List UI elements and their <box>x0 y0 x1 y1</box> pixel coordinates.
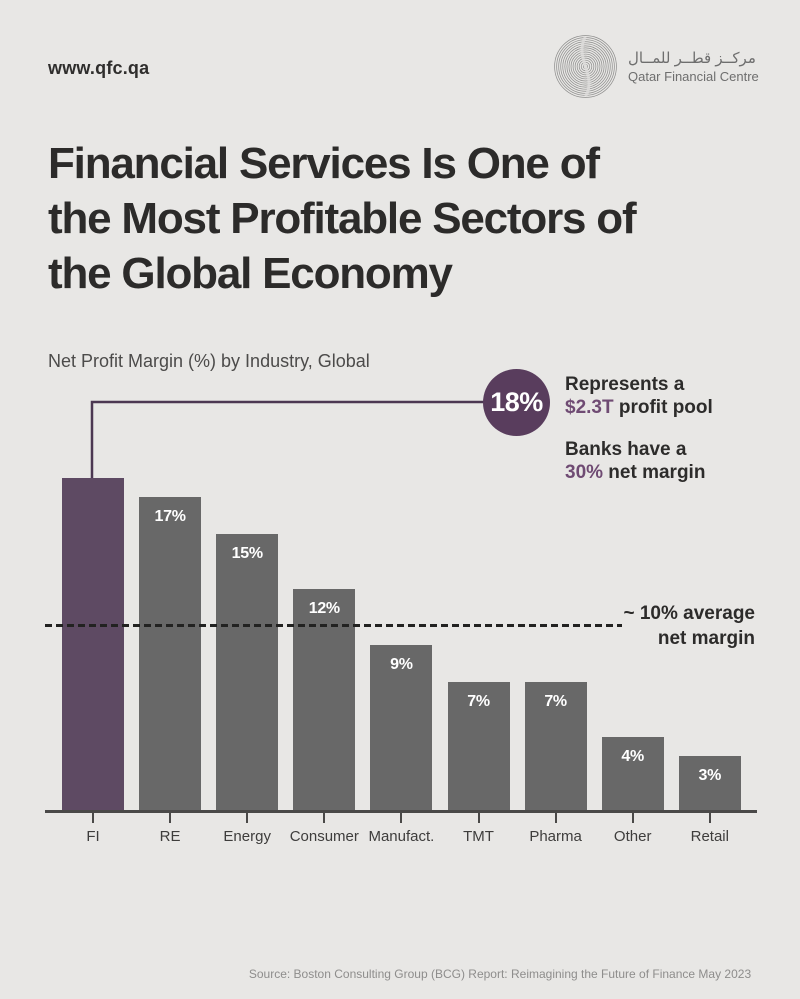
axis-tick <box>631 813 634 823</box>
axis-tick <box>323 813 326 823</box>
callout-banks-margin: Banks have a 30% net margin <box>565 439 706 483</box>
logo-arabic-text: مركــز قطــر للمــال <box>628 49 756 67</box>
average-reference-line <box>45 624 622 627</box>
page-title-line2: the Most Profitable Sectors of <box>48 194 637 243</box>
axis-tick <box>246 813 249 823</box>
x-axis-label: Consumer <box>289 828 359 845</box>
x-axis-label: Manufact. <box>368 828 435 845</box>
bar-value-label: 3% <box>698 766 722 784</box>
x-axis-label: Other <box>613 828 652 845</box>
bar-value-label: 15% <box>231 544 263 562</box>
x-axis-label: Pharma <box>529 828 582 845</box>
concentric-rings-icon <box>552 33 619 100</box>
bar-other: 4% <box>601 737 664 811</box>
source-attribution: Source: Boston Consulting Group (BCG) Re… <box>248 967 752 981</box>
chart-subtitle: Net Profit Margin (%) by Industry, Globa… <box>48 351 370 371</box>
bar-value-label: 12% <box>308 600 340 617</box>
bar-consumer: 12% <box>293 589 356 811</box>
bar-value-label: 4% <box>621 748 644 765</box>
bar-retail: 3% <box>678 755 741 811</box>
axis-tick <box>554 813 557 823</box>
axis-tick <box>708 813 711 823</box>
bar-manufact: 9% <box>370 644 433 811</box>
axis-tick <box>92 813 94 823</box>
x-axis-label: Energy <box>223 828 271 845</box>
axis-tick <box>169 813 172 823</box>
highlight-bubble-value: 18% <box>490 387 543 417</box>
website-url: www.qfc.qa <box>48 58 150 78</box>
logo-text: مركــز قطــر للمــال Qatar Financial Cen… <box>628 49 759 85</box>
banks-margin-value: 30% <box>565 462 604 483</box>
average-net-margin-label: ~ 10% average net margin <box>623 603 755 649</box>
logo-english-text: Qatar Financial Centre <box>628 68 759 84</box>
callout-text: Represents a $2.3T profit pool Banks have… <box>565 373 713 484</box>
axis-tick <box>400 813 403 823</box>
x-axis-label: FI <box>86 828 100 845</box>
bar-energy: 15% <box>216 533 279 811</box>
x-axis-label: Retail <box>690 828 729 845</box>
bar-value-label: 17% <box>154 507 186 525</box>
qfc-logo: مركــز قطــر للمــال Qatar Financial Cen… <box>552 33 759 100</box>
x-axis-line <box>45 810 757 813</box>
page-title-line3: the Global Economy <box>48 249 453 298</box>
bar-tmt: 7% <box>447 681 510 811</box>
bar-fi <box>62 478 124 811</box>
x-axis-label: RE <box>159 828 181 845</box>
page-title-line1: Financial Services Is One of <box>48 139 600 188</box>
profit-pool-value: $2.3T <box>565 397 614 418</box>
bar-value-label: 9% <box>390 655 413 673</box>
x-axis-label: TMT <box>463 828 494 845</box>
bar-value-label: 7% <box>467 692 490 710</box>
bar-value-label: 7% <box>544 692 567 710</box>
callout-profit-pool: Represents a $2.3T profit pool <box>565 374 713 418</box>
page-title: Financial Services Is One of the Most Pr… <box>48 136 768 301</box>
highlight-bubble: 18% <box>483 369 550 436</box>
bar-pharma: 7% <box>524 681 587 811</box>
bar-re: 17% <box>139 496 202 811</box>
axis-tick <box>477 813 480 823</box>
